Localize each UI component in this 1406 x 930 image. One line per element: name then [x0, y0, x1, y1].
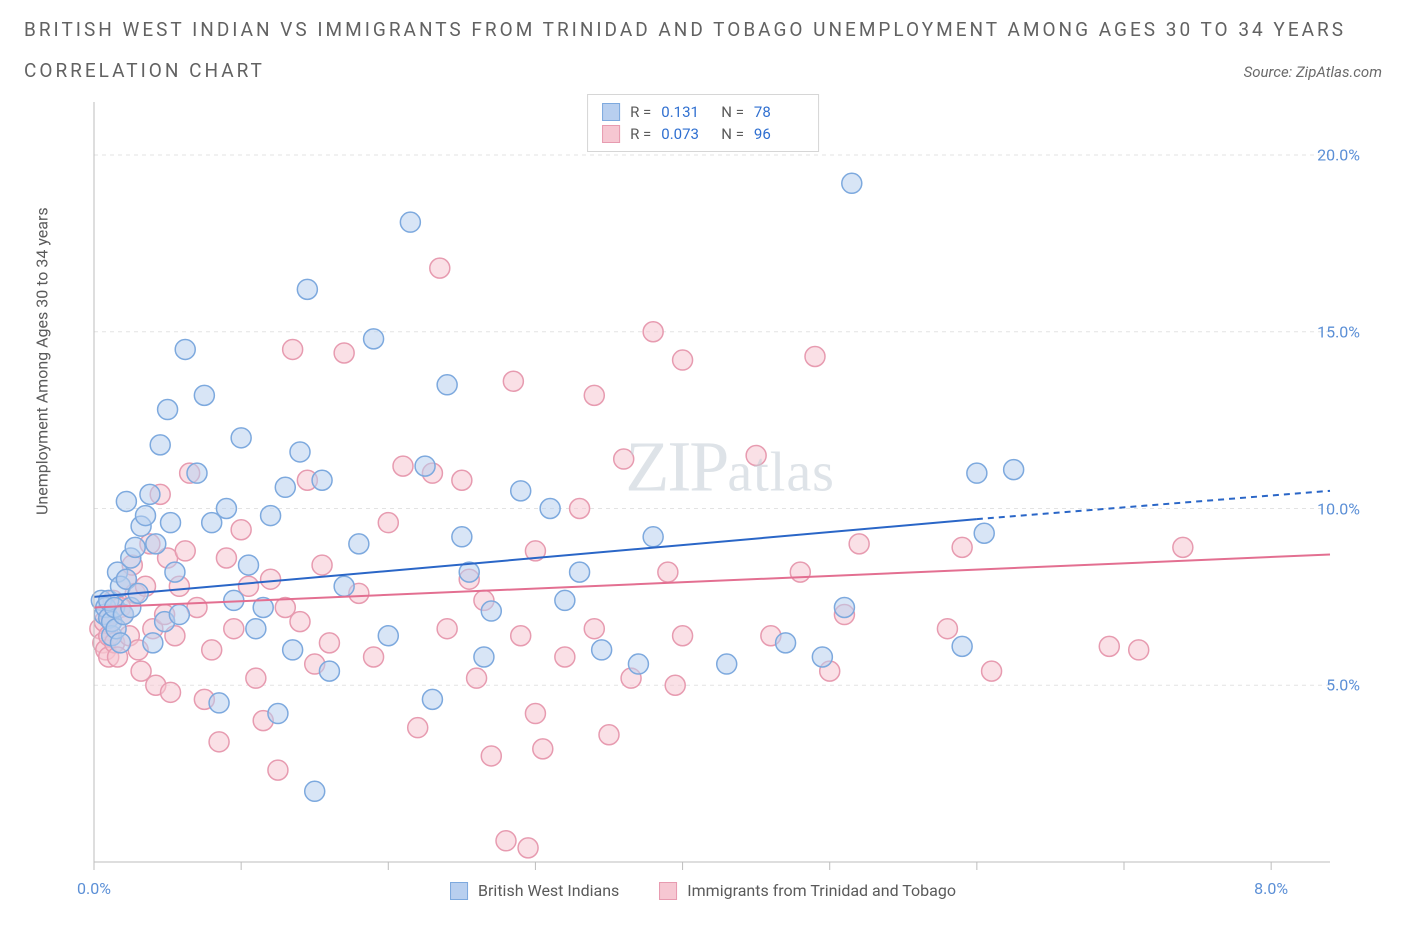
- legend-swatch: [450, 882, 468, 900]
- legend-n-label: N =: [721, 101, 744, 123]
- legend-r-value: 0.073: [661, 123, 711, 145]
- y-axis-label: Unemployment Among Ages 30 to 34 years: [33, 208, 52, 516]
- legend-n-value: 78: [754, 101, 804, 123]
- chart-area: ZIPatlas Unemployment Among Ages 30 to 3…: [24, 94, 1382, 904]
- chart-title-line1: BRITISH WEST INDIAN VS IMMIGRANTS FROM T…: [24, 18, 1382, 41]
- legend-series-item: British West Indians: [450, 881, 619, 900]
- chart-svg: [24, 94, 1390, 902]
- legend-series-item: Immigrants from Trinidad and Tobago: [659, 881, 956, 900]
- legend-swatch: [659, 882, 677, 900]
- legend-r-label: R =: [630, 101, 651, 123]
- legend-r-label: R =: [630, 123, 651, 145]
- source-attribution: Source: ZipAtlas.com: [1244, 63, 1382, 81]
- legend-stat-row: R = 0.073 N = 96: [602, 123, 804, 145]
- legend-series-label: British West Indians: [478, 881, 619, 900]
- legend-n-label: N =: [721, 123, 744, 145]
- x-tick-label: 8.0%: [1254, 879, 1288, 898]
- legend-swatch: [602, 125, 620, 143]
- y-tick-label: 10.0%: [1317, 499, 1360, 518]
- legend-r-value: 0.131: [661, 101, 711, 123]
- y-tick-label: 15.0%: [1317, 322, 1360, 341]
- legend-n-value: 96: [754, 123, 804, 145]
- legend-stats-box: R = 0.131 N = 78 R = 0.073 N = 96: [587, 94, 819, 152]
- x-tick-label: 0.0%: [77, 879, 111, 898]
- y-tick-label: 20.0%: [1317, 146, 1360, 165]
- y-tick-label: 5.0%: [1326, 676, 1360, 695]
- legend-series-label: Immigrants from Trinidad and Tobago: [687, 881, 956, 900]
- legend-stat-row: R = 0.131 N = 78: [602, 101, 804, 123]
- legend-series: British West Indians Immigrants from Trin…: [450, 881, 956, 900]
- chart-title-line2: CORRELATION CHART: [24, 59, 265, 82]
- legend-swatch: [602, 103, 620, 121]
